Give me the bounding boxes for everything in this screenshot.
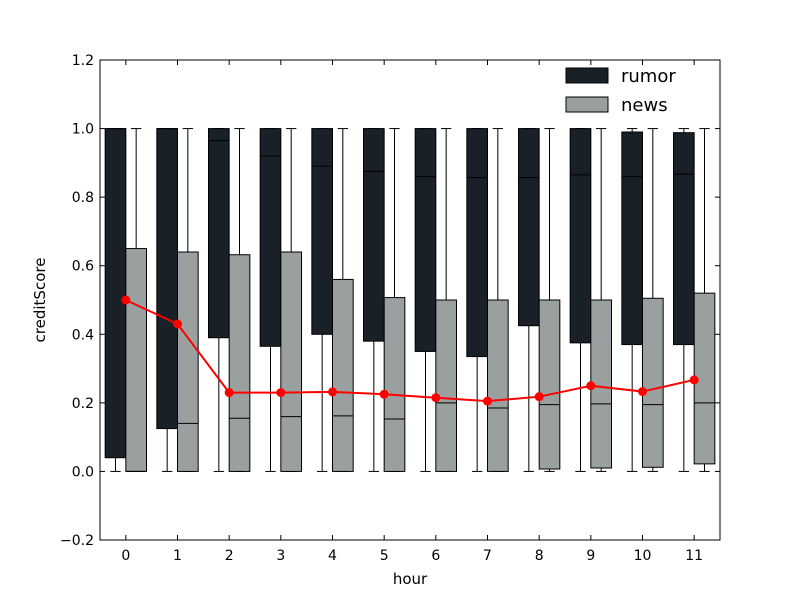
box-body <box>414 128 437 352</box>
plot-frame <box>99 59 721 541</box>
x-tick-label: 11 <box>685 548 703 564</box>
box-body <box>156 128 178 430</box>
box-news-0 <box>125 128 148 472</box>
mean-point-6 <box>431 393 441 403</box>
box-news-8 <box>538 128 561 472</box>
box-rumor-8 <box>518 128 540 472</box>
mean-point-0 <box>121 295 131 305</box>
mean-point-2 <box>224 388 234 398</box>
box-news-10 <box>642 128 664 472</box>
x-tick-label: 4 <box>328 548 337 564</box>
box-body <box>435 299 458 472</box>
mean-point-7 <box>483 396 492 406</box>
x-tick-label: 0 <box>121 548 130 564</box>
box-rumor-2 <box>208 128 230 472</box>
mean-point-11 <box>689 375 699 385</box>
y-tick-label: 1.0 <box>72 122 94 138</box>
x-tick-label: 6 <box>431 548 440 564</box>
box-body <box>228 254 251 472</box>
legend-swatch-news <box>565 96 609 113</box>
box-rumor-5 <box>363 128 385 472</box>
box-body <box>518 128 540 327</box>
x-tick-label: 3 <box>276 548 285 564</box>
box-news-2 <box>228 128 251 472</box>
box-body <box>487 299 509 472</box>
box-body <box>280 251 303 472</box>
legend-swatch-rumor <box>565 67 609 84</box>
box-body <box>466 128 489 358</box>
y-axis-label: creditScore <box>31 258 49 343</box>
x-tick-label: 8 <box>535 548 544 564</box>
y-tick-label: 0.6 <box>72 259 94 275</box>
x-tick-label: 7 <box>483 548 492 564</box>
legend-label-news: news <box>621 95 668 116</box>
box-rumor-3 <box>259 128 282 472</box>
box-body <box>569 128 592 344</box>
box-rumor-10 <box>621 128 643 472</box>
x-tick-label: 10 <box>634 548 652 564</box>
legend-label-rumor: rumor <box>621 66 676 87</box>
box-rumor-9 <box>569 128 592 472</box>
mean-point-3 <box>276 388 286 398</box>
box-body <box>332 278 354 472</box>
y-tick-label: −0.2 <box>60 533 94 549</box>
mean-line <box>125 299 695 403</box>
box-news-9 <box>590 128 612 472</box>
box-rumor-1 <box>156 128 178 472</box>
y-tick-label: 1.2 <box>72 53 94 69</box>
legend: rumor news <box>565 66 676 116</box>
box-rumor-6 <box>414 128 437 472</box>
x-tick-label: 1 <box>173 548 182 564</box>
x-tick-label: 9 <box>586 548 595 564</box>
box-news-7 <box>487 128 509 472</box>
mean-point-1 <box>173 319 182 329</box>
y-tick-label: 0.4 <box>72 327 94 343</box>
box-news-4 <box>332 128 354 472</box>
box-rumor-7 <box>466 128 489 472</box>
axes: −0.2 0.0 0.2 0.4 0.6 0.8 1.0 1.2 0 1 2 3 4 5 6 7 8 9 10 11 <box>60 53 720 564</box>
mean-point-5 <box>379 389 389 399</box>
box-body <box>177 251 199 472</box>
box-rumor-4 <box>311 128 334 472</box>
box-body <box>259 128 282 347</box>
box-body <box>538 299 561 470</box>
box-body <box>363 128 385 342</box>
box-body <box>208 128 230 339</box>
mean-point-9 <box>586 381 596 391</box>
box-body <box>621 131 643 346</box>
box-news-11 <box>693 128 716 472</box>
box-body <box>125 248 148 472</box>
box-news-1 <box>177 128 199 472</box>
y-tick-label: 0.8 <box>72 190 94 206</box>
y-tick-label: 0.2 <box>72 396 94 412</box>
y-tick-label: 0.0 <box>72 464 94 480</box>
x-tick-label: 2 <box>225 548 234 564</box>
box-body <box>642 297 664 468</box>
box-rumor-0 <box>104 128 127 472</box>
box-news-6 <box>435 128 458 472</box>
mean-point-10 <box>638 387 647 397</box>
mean-point-8 <box>534 392 544 402</box>
plot-area <box>104 128 716 472</box>
x-tick-label: 5 <box>380 548 389 564</box>
box-body <box>104 128 127 459</box>
box-body <box>383 297 406 472</box>
box-body <box>673 132 695 346</box>
box-body <box>311 128 334 335</box>
box-rumor-11 <box>673 128 695 472</box>
box-news-5 <box>383 128 406 472</box>
box-news-3 <box>280 128 303 472</box>
mean-point-4 <box>328 387 337 397</box>
x-axis-label: hour <box>393 570 428 588</box>
